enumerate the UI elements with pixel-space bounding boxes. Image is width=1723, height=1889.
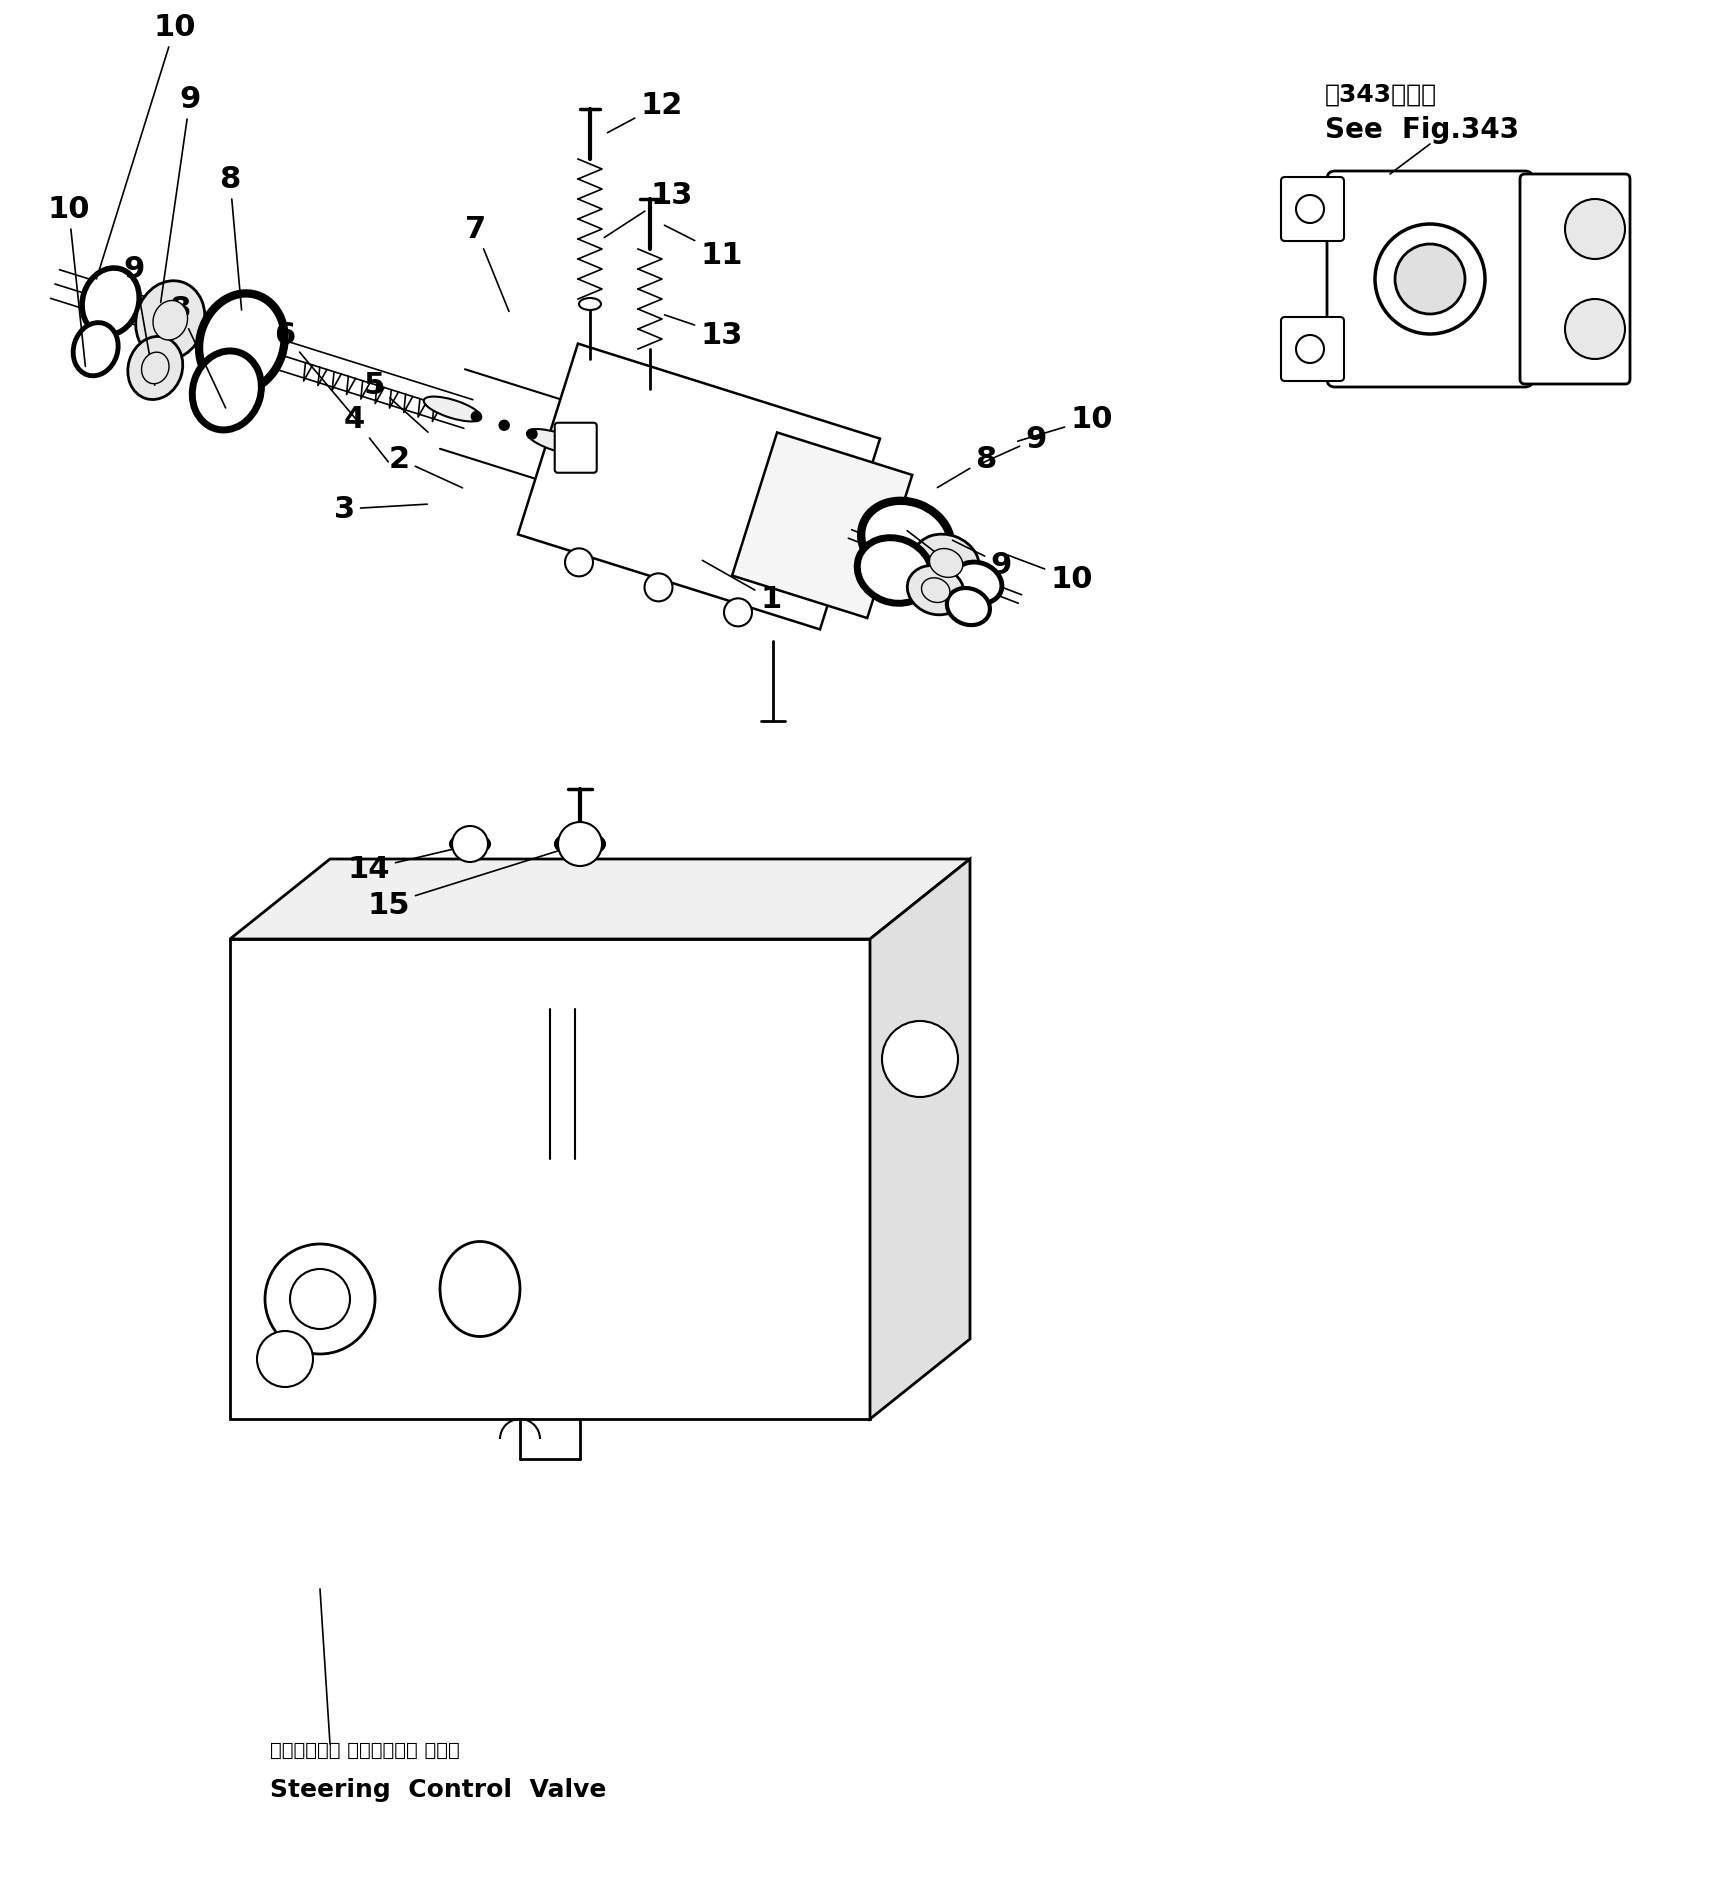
Text: Steering  Control  Valve: Steering Control Valve xyxy=(271,1778,606,1800)
Ellipse shape xyxy=(439,1241,520,1337)
Ellipse shape xyxy=(913,535,979,593)
Polygon shape xyxy=(870,859,970,1419)
Ellipse shape xyxy=(948,589,991,625)
Text: 10: 10 xyxy=(96,13,196,280)
Circle shape xyxy=(1564,200,1625,261)
Text: 1: 1 xyxy=(703,561,781,614)
Text: 5: 5 xyxy=(364,370,427,433)
Text: 8: 8 xyxy=(908,531,961,580)
Text: 3: 3 xyxy=(334,495,427,525)
Circle shape xyxy=(265,1245,376,1354)
Ellipse shape xyxy=(579,298,601,312)
Ellipse shape xyxy=(527,431,584,455)
Polygon shape xyxy=(519,344,880,631)
Text: 9: 9 xyxy=(953,540,1011,580)
Text: 9: 9 xyxy=(160,85,200,304)
Text: 15: 15 xyxy=(367,846,577,920)
Ellipse shape xyxy=(451,835,489,854)
Ellipse shape xyxy=(153,302,188,340)
Ellipse shape xyxy=(72,323,119,376)
FancyBboxPatch shape xyxy=(1327,172,1533,387)
Polygon shape xyxy=(732,433,911,620)
Ellipse shape xyxy=(128,338,183,400)
Text: 10: 10 xyxy=(1018,406,1113,442)
Ellipse shape xyxy=(953,563,1001,604)
Circle shape xyxy=(472,412,481,423)
FancyBboxPatch shape xyxy=(1280,178,1344,242)
Ellipse shape xyxy=(200,295,284,393)
Ellipse shape xyxy=(141,353,169,385)
Ellipse shape xyxy=(908,567,965,616)
Text: 9: 9 xyxy=(124,255,155,385)
Bar xyxy=(229,939,870,1419)
Ellipse shape xyxy=(929,550,963,578)
Text: 第343図参照: 第343図参照 xyxy=(1325,83,1437,108)
Circle shape xyxy=(724,599,751,627)
Ellipse shape xyxy=(557,833,605,856)
Text: 13: 13 xyxy=(665,315,743,349)
Circle shape xyxy=(1375,225,1485,334)
Text: See  Fig.343: See Fig.343 xyxy=(1325,115,1520,144)
FancyBboxPatch shape xyxy=(555,423,596,474)
Text: 10: 10 xyxy=(48,195,90,366)
Text: 8: 8 xyxy=(937,446,996,489)
Ellipse shape xyxy=(862,501,951,580)
Circle shape xyxy=(289,1269,350,1330)
Circle shape xyxy=(558,822,601,867)
Text: 9: 9 xyxy=(982,425,1046,463)
Circle shape xyxy=(451,827,488,863)
Circle shape xyxy=(565,550,593,576)
FancyBboxPatch shape xyxy=(1520,176,1630,385)
Circle shape xyxy=(1296,196,1323,225)
FancyBboxPatch shape xyxy=(1280,317,1344,382)
Ellipse shape xyxy=(136,281,205,361)
Circle shape xyxy=(1396,246,1465,315)
Text: 6: 6 xyxy=(274,321,358,423)
Text: 7: 7 xyxy=(465,215,508,312)
Text: 11: 11 xyxy=(665,227,743,270)
Circle shape xyxy=(1564,300,1625,359)
Text: 12: 12 xyxy=(608,91,682,134)
Text: ステアリング コントロール バルブ: ステアリング コントロール バルブ xyxy=(271,1740,460,1759)
Ellipse shape xyxy=(858,538,932,604)
Circle shape xyxy=(1296,336,1323,365)
Ellipse shape xyxy=(424,397,481,423)
Text: 2: 2 xyxy=(389,446,462,489)
Text: 13: 13 xyxy=(605,181,693,238)
Ellipse shape xyxy=(922,578,949,603)
Ellipse shape xyxy=(83,268,140,336)
Circle shape xyxy=(257,1332,314,1387)
Circle shape xyxy=(527,431,538,440)
Text: 8: 8 xyxy=(169,295,226,408)
Polygon shape xyxy=(229,859,970,939)
Text: 4: 4 xyxy=(345,406,388,463)
Text: 10: 10 xyxy=(1008,555,1092,595)
Text: 14: 14 xyxy=(348,844,472,884)
Circle shape xyxy=(500,421,510,431)
Text: 8: 8 xyxy=(219,166,241,312)
Circle shape xyxy=(882,1022,958,1098)
Ellipse shape xyxy=(193,351,262,431)
Circle shape xyxy=(644,574,672,603)
